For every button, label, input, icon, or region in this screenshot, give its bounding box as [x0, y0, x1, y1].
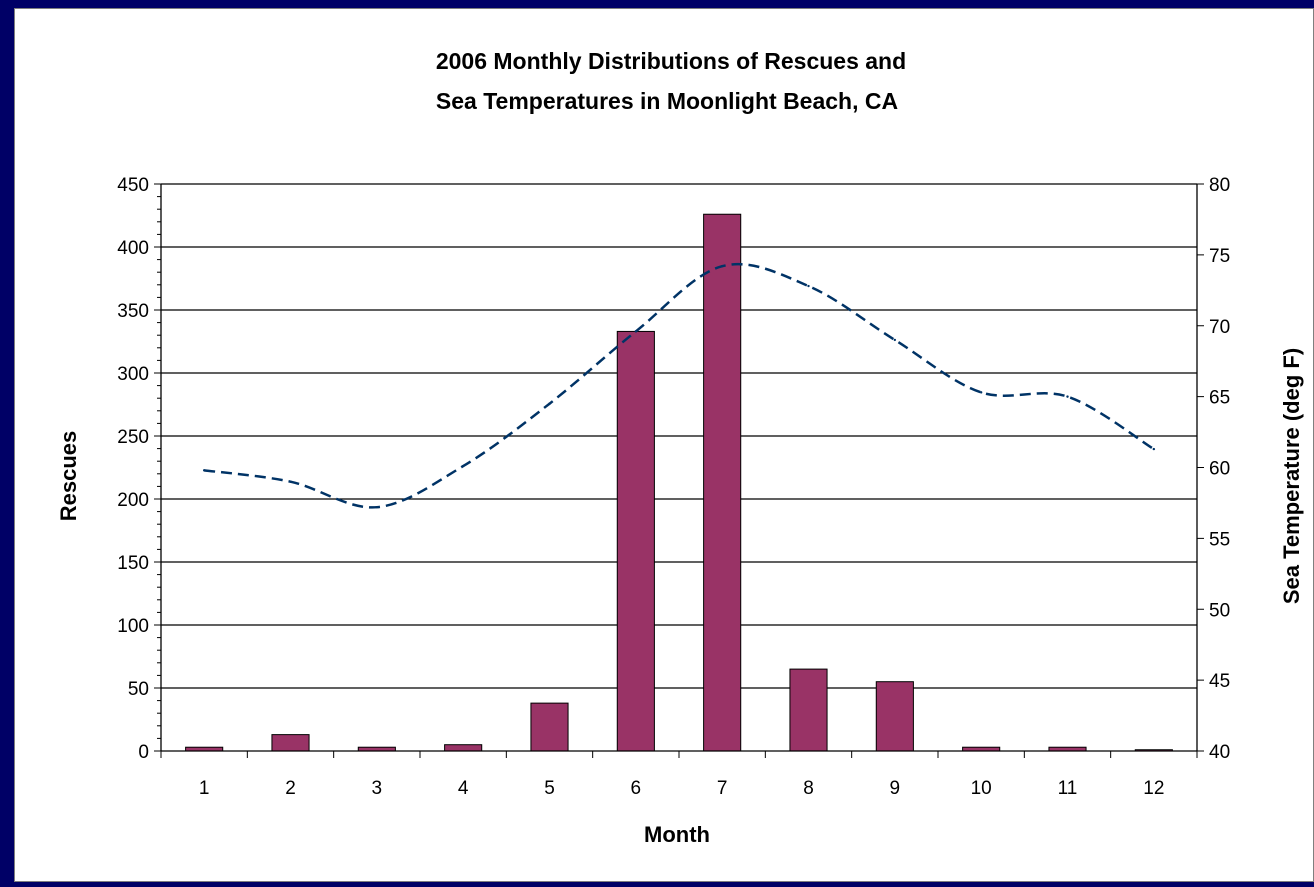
y2-tick-label-60: 60 — [1209, 459, 1230, 480]
chart-title-line-1: 2006 Monthly Distributions of Rescues an… — [436, 48, 906, 74]
temp-point-month-2 — [289, 480, 292, 483]
y-tick-label-150: 150 — [117, 553, 149, 574]
temp-point-month-3 — [375, 505, 379, 509]
y2-tick-label-55: 55 — [1209, 529, 1230, 550]
temp-point-month-11 — [1066, 395, 1069, 398]
y-tick-label-50: 50 — [128, 679, 149, 700]
temp-point-month-5 — [548, 402, 551, 405]
y-tick-label-200: 200 — [117, 490, 149, 511]
x-tick-label-10: 10 — [971, 778, 992, 799]
x-tick-label-8: 8 — [803, 778, 814, 799]
bar-month-8 — [789, 668, 828, 752]
temp-point-month-12 — [1152, 447, 1156, 451]
x-tick-label-2: 2 — [285, 778, 296, 799]
y2-tick-label-40: 40 — [1209, 742, 1230, 763]
gridlines — [161, 183, 1197, 689]
bar-month-2 — [271, 734, 310, 752]
y2-tick-label-65: 65 — [1209, 388, 1230, 409]
bar-month-7 — [703, 213, 742, 752]
chart-svg: 2006 Monthly Distributions of Rescues an… — [56, 48, 1304, 847]
axes: 0501001502002503003504004504045505560657… — [117, 175, 1230, 799]
x-tick-label-7: 7 — [717, 778, 728, 799]
x-tick-label-9: 9 — [890, 778, 901, 799]
bar-month-6 — [616, 330, 655, 752]
bar-month-9 — [875, 681, 914, 752]
y2-tick-label-45: 45 — [1209, 671, 1230, 692]
x-tick-label-4: 4 — [458, 778, 469, 799]
y-tick-label-350: 350 — [117, 301, 149, 322]
sea-temperature-path — [204, 262, 1155, 509]
sea-temperature-line — [202, 262, 1156, 509]
temp-point-month-6 — [634, 330, 638, 333]
temp-point-month-7 — [720, 265, 724, 268]
x-tick-label-11: 11 — [1058, 778, 1078, 799]
y2-axis-title: Sea Temperature (deg F) — [1279, 348, 1304, 604]
y-tick-label-450: 450 — [117, 175, 149, 196]
y-axis-title: Rescues — [56, 431, 81, 522]
x-tick-label-6: 6 — [631, 778, 642, 799]
temp-point-month-1 — [202, 469, 206, 472]
y2-tick-label-75: 75 — [1209, 246, 1230, 267]
y2-tick-label-50: 50 — [1209, 600, 1230, 621]
x-tick-label-5: 5 — [544, 778, 555, 799]
y-tick-label-0: 0 — [138, 742, 149, 763]
temp-point-month-4 — [461, 464, 465, 468]
bar-month-4 — [444, 744, 483, 752]
temp-point-month-8 — [807, 284, 810, 288]
temp-point-month-10 — [979, 391, 983, 394]
chart-frame: 2006 Monthly Distributions of Rescues an… — [14, 8, 1314, 882]
x-tick-label-12: 12 — [1143, 778, 1164, 799]
y-tick-label-100: 100 — [117, 616, 149, 637]
y-tick-label-400: 400 — [117, 238, 149, 259]
x-tick-label-3: 3 — [372, 778, 383, 799]
y-tick-label-250: 250 — [117, 427, 149, 448]
bar-month-5 — [530, 702, 569, 752]
y-tick-label-300: 300 — [117, 364, 149, 385]
x-tick-label-1: 1 — [199, 778, 210, 799]
y2-tick-label-70: 70 — [1209, 317, 1230, 338]
rescues-bars — [185, 213, 1173, 752]
chart-title-line-2: Sea Temperatures in Moonlight Beach, CA — [436, 88, 898, 114]
y2-tick-label-80: 80 — [1209, 175, 1230, 196]
temp-point-month-9 — [893, 338, 897, 342]
x-axis-title: Month — [644, 822, 710, 847]
